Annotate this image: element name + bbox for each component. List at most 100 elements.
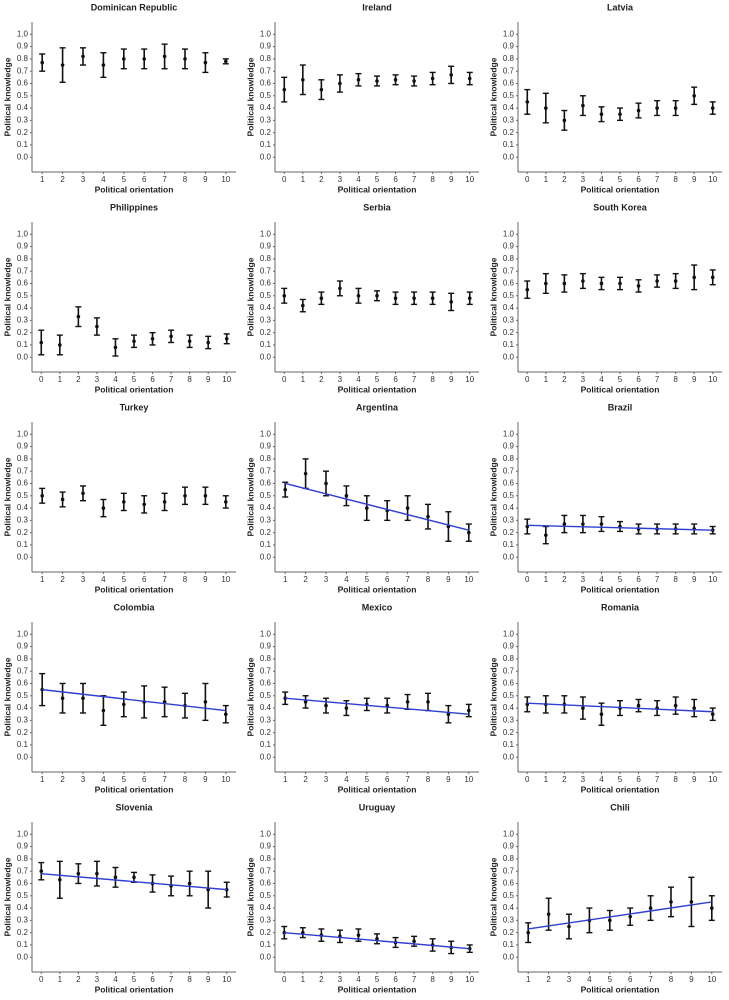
x-tick-label: 3 [338,175,343,184]
y-tick-label: 0.7 [17,266,29,275]
y-tick-label: 0.1 [503,940,515,949]
y-tick-label: 0.4 [17,903,29,912]
mean-point [405,506,410,510]
y-tick-label: 0.1 [260,140,272,149]
x-axis-label: Political orientation [581,784,660,794]
x-tick-label: 9 [692,175,697,184]
mean-point [40,493,44,498]
x-axis-label: Political orientation [581,584,660,594]
mean-point [599,281,604,286]
y-tick-label: 1.0 [17,829,29,838]
panel-title: Dominican Republic [91,2,178,12]
y-tick-label: 0.9 [17,242,29,251]
mean-point [608,918,612,923]
mean-point [40,60,44,65]
y-tick-label: 0.4 [17,503,29,512]
x-tick-label: 2 [562,375,567,384]
y-axis-label: Political knowledge [2,457,12,536]
x-axis-label: Political orientation [581,184,660,194]
y-tick-label: 0.2 [260,528,272,537]
mean-point [39,340,44,345]
panel-title: Philippines [110,202,158,212]
x-tick-label: 1 [526,975,531,984]
y-tick-label: 0.0 [17,152,29,161]
y-tick-label: 0.6 [260,279,272,288]
panel-title: Romania [601,602,640,612]
y-tick-label: 0.9 [17,442,29,451]
mean-point [344,493,349,498]
mean-point [618,112,622,117]
x-tick-label: 2 [303,775,308,784]
mean-point [122,702,126,707]
x-tick-label: 3 [324,775,329,784]
mean-point [710,712,715,717]
x-tick-label: 8 [183,575,188,584]
y-tick-label: 0.9 [17,642,29,651]
mean-point [338,81,342,86]
y-axis-label: Political knowledge [488,57,498,136]
x-axis-label: Political orientation [581,984,660,994]
y-tick-label: 0.1 [503,340,515,349]
x-tick-label: 6 [385,575,390,584]
x-tick-label: 4 [113,375,118,384]
x-tick-label: 9 [692,375,697,384]
x-tick-label: 10 [465,975,474,984]
x-tick-label: 0 [39,975,44,984]
y-tick-label: 0.0 [260,152,272,161]
mean-point [203,493,208,498]
y-tick-label: 0.1 [260,740,272,749]
y-tick-label: 0.1 [17,140,29,149]
y-tick-label: 0.5 [17,91,29,100]
y-tick-label: 0.3 [260,315,272,324]
x-tick-label: 10 [465,375,474,384]
mean-point [648,906,653,910]
y-tick-label: 0.1 [17,340,29,349]
x-tick-label: 10 [464,575,473,584]
y-tick-label: 0.3 [503,115,515,124]
x-axis-label: Political orientation [338,984,417,994]
x-tick-label: 9 [692,575,697,584]
y-tick-label: 0.8 [260,854,272,863]
x-tick-label: 4 [344,775,349,784]
mean-point [599,112,604,117]
x-tick-label: 5 [375,175,380,184]
y-tick-label: 0.1 [260,940,272,949]
mean-point [636,284,641,288]
y-axis-label: Political knowledge [245,257,255,336]
x-tick-label: 2 [562,575,567,584]
y-tick-label: 0.0 [17,352,29,361]
x-tick-label: 4 [101,775,106,784]
x-tick-label: 1 [301,175,306,184]
x-tick-label: 10 [222,375,231,384]
mean-point [393,296,398,301]
mean-point [132,875,136,880]
y-tick-label: 0.5 [260,891,272,900]
x-tick-label: 7 [162,775,167,784]
x-tick-label: 2 [76,375,81,384]
x-tick-label: 2 [60,575,65,584]
y-tick-label: 0.2 [503,528,515,537]
x-tick-label: 5 [122,775,127,784]
y-tick-label: 0.2 [260,328,272,337]
x-tick-label: 3 [581,175,586,184]
x-tick-label: 2 [546,975,551,984]
mean-point [95,324,99,329]
x-tick-label: 10 [708,775,717,784]
y-tick-label: 0.7 [503,666,515,675]
x-tick-label: 1 [58,975,63,984]
x-tick-label: 7 [162,175,167,184]
y-tick-label: 0.7 [17,866,29,875]
y-tick-label: 1.0 [503,629,515,638]
y-tick-label: 0.9 [260,642,272,651]
x-tick-label: 8 [673,375,678,384]
x-tick-label: 10 [221,575,230,584]
mean-point [365,506,369,510]
y-tick-label: 0.7 [260,266,272,275]
y-tick-label: 0.4 [260,503,272,512]
y-tick-label: 0.9 [260,242,272,251]
x-axis-label: Political orientation [338,184,417,194]
x-tick-label: 0 [525,375,530,384]
y-axis-label: Political knowledge [245,857,255,936]
x-tick-label: 2 [319,975,324,984]
mean-point [412,296,416,301]
